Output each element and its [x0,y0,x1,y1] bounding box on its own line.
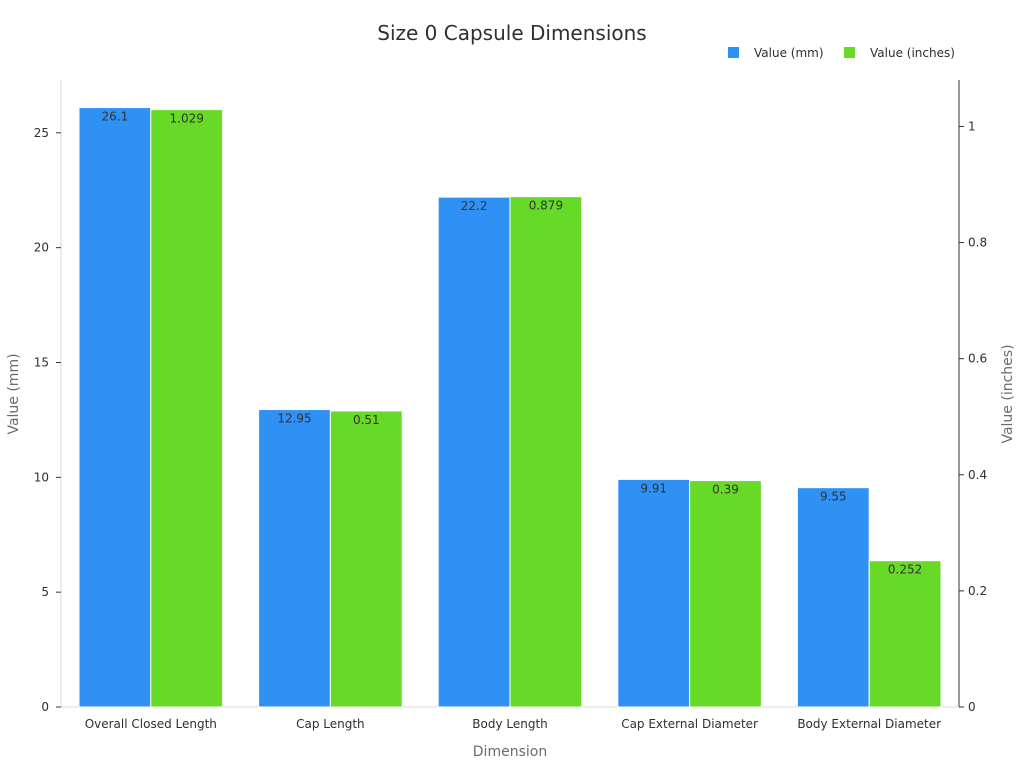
mm-bar [796,487,870,708]
inches-bar [150,109,224,708]
y2-tick-label: 0.2 [968,584,987,598]
y-tick-label: 20 [34,241,49,255]
mm-bar-label: 9.55 [820,490,847,504]
y2-tick-label: 0.6 [968,352,987,366]
chart-data-labels: 26.1 1.029 12.95 0.51 22.2 0.879 9.91 0.39 9.55 0… [102,110,923,577]
mm-bar [258,409,331,708]
legend-inches-label: Value (inches) [870,46,955,60]
y2-tick-label: 0 [968,700,976,714]
inches-bar-label: 0.879 [529,199,563,213]
mm-bar-label: 26.1 [102,110,129,124]
legend-inches-swatch [844,47,855,58]
mm-bar [78,107,152,708]
inches-bar-label: 1.029 [170,112,204,126]
y-tick-label: 15 [34,355,49,369]
mm-bar [437,196,511,708]
x-axis-title: Dimension [473,744,547,760]
inches-bar-label: 0.252 [888,563,922,577]
y2-tick-label: 1 [968,119,976,133]
x-tick-label: Body External Diameter [797,717,941,731]
mm-bar-label: 22.2 [461,199,488,213]
y-axis-title: Value (mm) [6,353,22,434]
chart-legend: Value (mm) Value (inches) [728,46,955,60]
chart-title: Size 0 Capsule Dimensions [377,21,646,45]
legend-mm-swatch [728,47,739,58]
y-tick-label: 0 [41,700,49,714]
x-tick-label: Body Length [472,717,548,731]
y2-tick-label: 0.4 [968,468,987,482]
y2-tick-label: 0.8 [968,236,987,250]
inches-bar-label: 0.39 [712,483,739,497]
inches-bar [689,480,762,708]
y-tick-label: 10 [34,470,49,484]
inches-bar [509,196,583,708]
y2-axis-title: Value (inches) [1000,344,1016,443]
mm-bar-label: 12.95 [277,412,311,426]
legend-mm-label: Value (mm) [754,46,824,60]
mm-bar [617,478,691,708]
x-tick-label: Cap Length [296,717,365,731]
inches-bar [868,560,942,708]
inches-bar-label: 0.51 [353,413,380,427]
inches-bar [329,410,403,708]
chart-axes: 0 5 10 15 20 25 0 0.2 0.4 0.6 0.8 1 Overall Closed L… [34,80,987,731]
y-tick-label: 5 [41,585,49,599]
x-tick-label: Overall Closed Length [85,717,217,731]
y-tick-label: 25 [34,126,49,140]
mm-bar-label: 9.91 [640,481,667,495]
chart-bars [78,107,942,708]
x-tick-label: Cap External Diameter [621,717,758,731]
